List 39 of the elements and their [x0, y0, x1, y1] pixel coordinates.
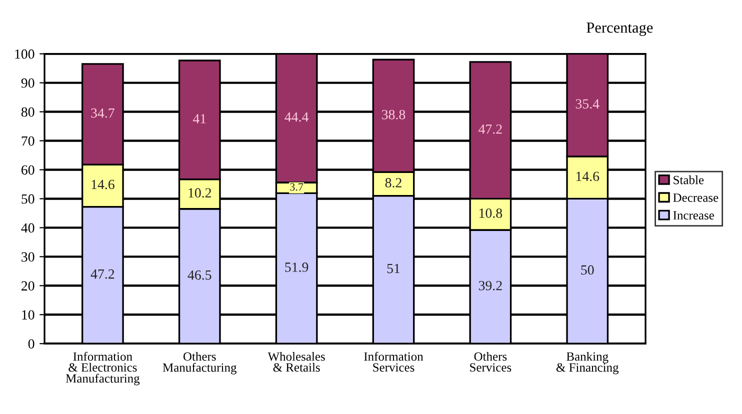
- data-label: 10.8: [480, 208, 502, 218]
- y-tick-label: 40: [21, 223, 34, 233]
- y-tick-label: 50: [22, 194, 34, 204]
- data-label: 34.7: [91, 108, 114, 118]
- x-tick-label: Information Services: [364, 352, 424, 372]
- x-tick-label: Banking & Financing: [556, 352, 619, 374]
- data-label: 35.4: [576, 99, 600, 109]
- data-label: 10.2: [188, 188, 212, 198]
- data-label: 41: [192, 114, 206, 124]
- x-tick-label: Information & Electronics Manufacturing: [66, 352, 140, 386]
- data-label: 14.6: [576, 172, 600, 182]
- data-label: 47.2: [478, 124, 502, 134]
- y-tick-label: 30: [22, 252, 34, 262]
- legend-label: Increase: [673, 211, 714, 220]
- y-tick-label: 100: [15, 49, 34, 59]
- data-label: 50: [581, 265, 594, 275]
- data-label: 47.2: [90, 269, 114, 279]
- data-label: 51: [387, 264, 400, 274]
- legend-label: Stable: [674, 175, 704, 184]
- data-label: 39.2: [478, 280, 502, 290]
- y-axis-title: Percentage: [586, 22, 653, 36]
- y-tick-label: 60: [22, 165, 34, 175]
- x-tick-label: Others Services: [470, 352, 512, 372]
- data-label: 44.4: [284, 112, 308, 122]
- y-tick-label: 0: [28, 339, 34, 349]
- y-tick-label: 80: [21, 107, 34, 117]
- data-label: 51.9: [285, 262, 308, 272]
- y-tick-label: 10: [22, 310, 34, 320]
- x-tick-label: Wholesales & Retails: [268, 352, 325, 372]
- y-tick-label: 70: [22, 136, 34, 146]
- data-label: 38.8: [382, 110, 406, 120]
- legend-label: Decrease: [673, 194, 718, 202]
- y-tick-label: 90: [21, 78, 34, 88]
- data-label: 8.2: [385, 178, 402, 188]
- data-label: 14.6: [92, 180, 114, 190]
- x-tick-label: Others Manufacturing: [162, 352, 237, 374]
- y-tick-label: 20: [22, 281, 34, 291]
- data-label: 46.5: [188, 270, 212, 280]
- data-label: 3.7: [290, 183, 304, 191]
